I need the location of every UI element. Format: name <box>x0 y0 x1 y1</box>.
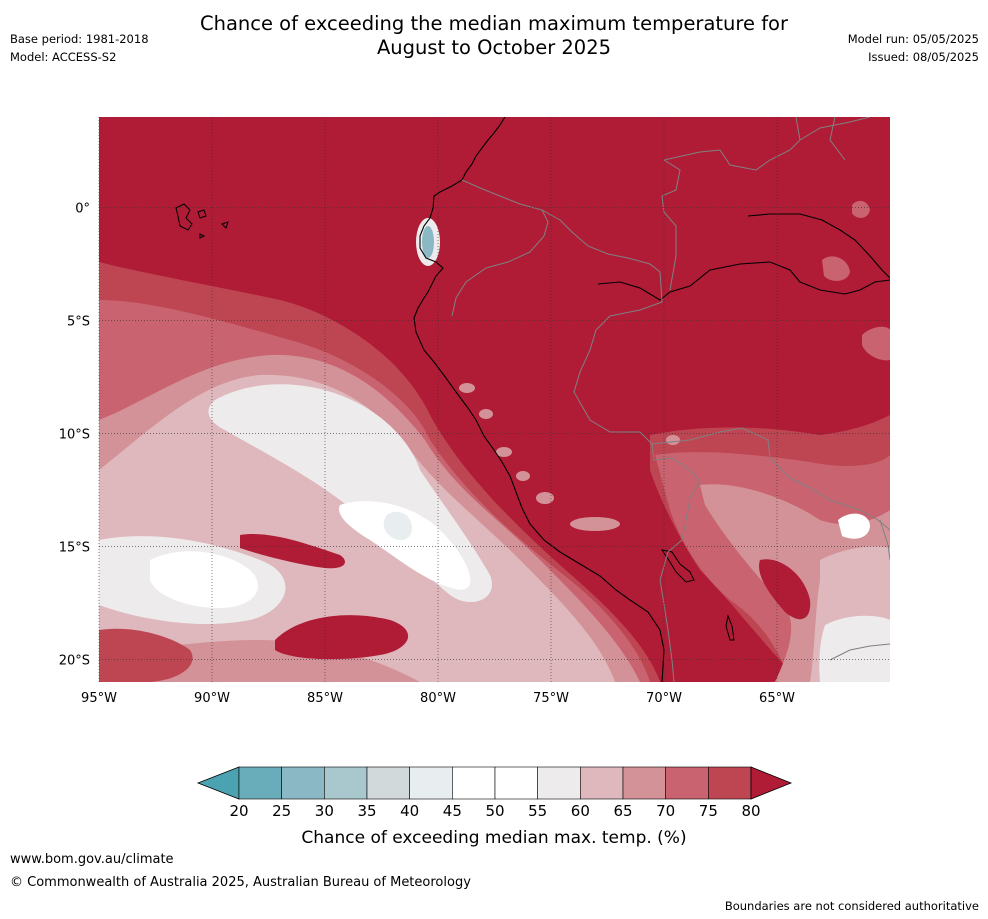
lake-titicaca <box>660 549 695 583</box>
contour-northeast-1 <box>862 326 890 361</box>
lat-tick-label: 20°S <box>59 653 90 668</box>
border-peru-brazil <box>541 209 673 461</box>
colorbar-segment <box>580 766 624 800</box>
footer-disclaimer: Boundaries are not considered authoritat… <box>724 899 979 913</box>
border-peru-bolivia <box>659 457 701 682</box>
probability-contours <box>99 200 890 682</box>
border-colombia-ecuador <box>451 179 549 317</box>
colorbar-tick-label: 60 <box>571 802 590 820</box>
colorbar-segment <box>708 766 752 800</box>
base-period-text: Base period: 1981-2018 <box>10 32 149 46</box>
colorbar-segment <box>665 766 709 800</box>
colorbar-tick-label: 50 <box>485 802 504 820</box>
colorbar-segment <box>366 766 410 800</box>
colorbar-tick-label: 75 <box>699 802 718 820</box>
colorbar: 20 25 30 35 40 45 50 55 60 65 70 75 80 <box>196 766 793 820</box>
colorbar-segment <box>537 766 581 800</box>
contour-45-50-b <box>339 501 471 590</box>
chart-title: Chance of exceeding the median maximum t… <box>0 12 988 60</box>
colorbar-tick-label: 45 <box>443 802 462 820</box>
lat-tick-label: 5°S <box>67 314 90 329</box>
colorbar-tick-label: 25 <box>272 802 291 820</box>
contour-east-red-core <box>759 559 811 620</box>
colorbar-segment <box>238 766 282 800</box>
spot-7 <box>666 435 680 445</box>
metadata-left: Base period: 1981-2018 Model: ACCESS-S2 <box>10 30 149 66</box>
model-run-text: Model run: 05/05/2025 <box>847 32 979 46</box>
spot-5 <box>536 492 554 504</box>
lon-tick-label: 90°W <box>194 691 230 706</box>
contour-75-80-inner <box>240 534 345 569</box>
colorbar-segment <box>452 766 496 800</box>
coastline-south-america <box>413 117 665 682</box>
longitude-axis: 95°W 90°W 85°W 80°W 75°W 70°W 65°W <box>81 691 795 706</box>
contour-northeast-3 <box>852 200 870 218</box>
colorbar-tick-label: 55 <box>528 802 547 820</box>
spot-1 <box>459 383 475 393</box>
contour-40-45 <box>383 511 412 541</box>
border-southeast <box>829 519 890 661</box>
colorbar-low-extension <box>196 766 240 800</box>
geography-lines <box>175 117 890 682</box>
coastline-amazon <box>597 261 890 301</box>
colorbar-label: Chance of exceeding median max. temp. (%… <box>301 828 686 848</box>
colorbar-segment <box>494 766 538 800</box>
border-guyana <box>799 117 871 161</box>
lon-tick-label: 75°W <box>533 691 569 706</box>
colorbar-tick-label: 20 <box>229 802 248 820</box>
map-plot-area <box>98 117 890 682</box>
lon-tick-label: 95°W <box>81 691 117 706</box>
colorbar-high-extension <box>750 766 793 800</box>
metadata-right: Model run: 05/05/2025 Issued: 08/05/2025 <box>848 30 979 66</box>
contour-75-80-west <box>99 628 193 682</box>
colorbar-tick-label: 35 <box>357 802 376 820</box>
lon-tick-label: 80°W <box>420 691 456 706</box>
lon-tick-label: 70°W <box>646 691 682 706</box>
coastline-northeast <box>747 213 890 279</box>
issued-text: Issued: 08/05/2025 <box>868 50 979 64</box>
galapagos-islands <box>175 203 229 239</box>
contour-75-80-south <box>275 615 409 660</box>
title-line-2: August to October 2025 <box>376 36 612 59</box>
colorbar-segment <box>324 766 368 800</box>
contour-45-50 <box>150 551 259 608</box>
lat-tick-label: 10°S <box>59 427 90 442</box>
contour-northeast-2 <box>822 256 850 281</box>
ecuador-anomaly-inner <box>422 226 434 258</box>
model-text: Model: ACCESS-S2 <box>10 50 117 64</box>
footer-url[interactable]: www.bom.gov.au/climate <box>10 852 174 867</box>
spot-3 <box>496 447 512 457</box>
border-venezuela <box>661 117 801 291</box>
gridlines <box>98 117 890 682</box>
colorbar-segment <box>622 766 666 800</box>
colorbar-segment <box>409 766 453 800</box>
lat-tick-label: 15°S <box>59 540 90 555</box>
lon-tick-label: 85°W <box>307 691 343 706</box>
contour-east-white <box>838 513 870 539</box>
lat-tick-label: 0° <box>75 201 90 216</box>
colorbar-tick-label: 40 <box>400 802 419 820</box>
lon-tick-label: 65°W <box>759 691 795 706</box>
spot-6 <box>570 517 620 531</box>
colorbar-tick-label: 70 <box>656 802 675 820</box>
footer-copyright: © Commonwealth of Australia 2025, Austra… <box>10 875 471 890</box>
lake-poopo <box>725 614 735 641</box>
colorbar-tick-label: 80 <box>741 802 760 820</box>
latitude-axis: 0° 5°S 10°S 15°S 20°S <box>59 201 90 668</box>
colorbar-tick-label: 30 <box>315 802 334 820</box>
colorbar-tick-label: 65 <box>613 802 632 820</box>
spot-2 <box>479 409 493 419</box>
title-line-1: Chance of exceeding the median maximum t… <box>199 12 789 35</box>
colorbar-segment <box>281 766 325 800</box>
spot-4 <box>516 471 530 481</box>
